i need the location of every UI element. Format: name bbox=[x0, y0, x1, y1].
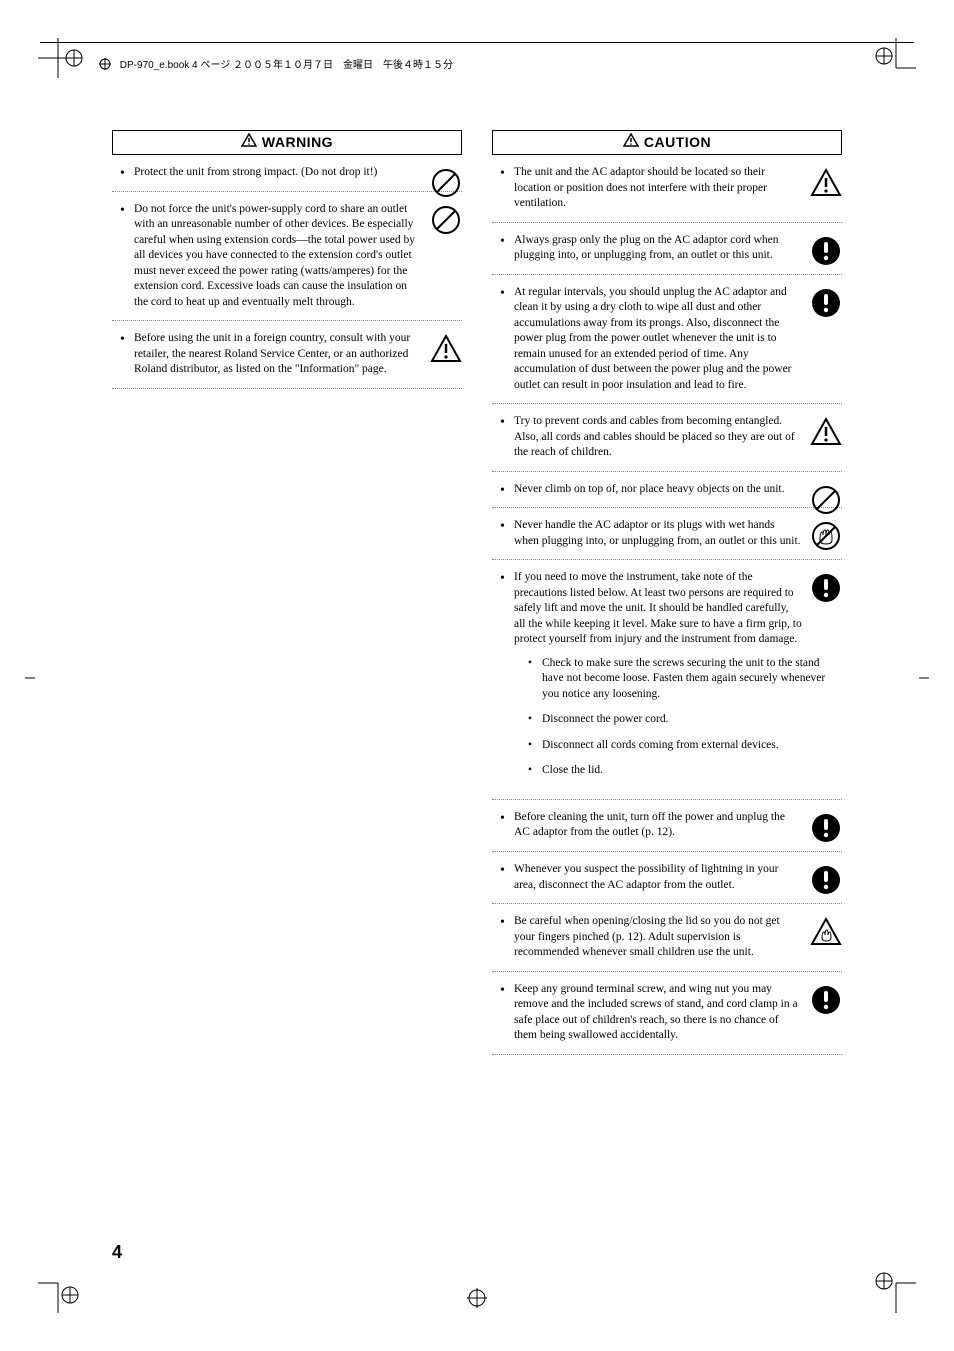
caution-label: CAUTION bbox=[644, 134, 711, 150]
safety-item: Do not force the unit's power-supply cor… bbox=[112, 202, 462, 319]
sub-item: Close the lid. bbox=[528, 763, 842, 789]
safety-item-text: Never climb on top of, nor place heavy o… bbox=[514, 482, 842, 498]
separator bbox=[492, 799, 842, 800]
safety-item-text: Keep any ground terminal screw, and wing… bbox=[514, 982, 842, 1044]
safety-item: The unit and the AC adaptor should be lo… bbox=[492, 165, 842, 220]
separator bbox=[492, 903, 842, 904]
safety-item: Protect the unit from strong impact. (Do… bbox=[112, 165, 462, 189]
crop-mark-tl bbox=[38, 38, 98, 98]
crop-mark-bl bbox=[38, 1263, 88, 1313]
separator bbox=[492, 851, 842, 852]
warn-tri-icon bbox=[810, 416, 842, 448]
separator bbox=[492, 559, 842, 560]
separator bbox=[492, 222, 842, 223]
header-meta: DP-970_e.book 4 ページ ２００５年１０月７日 金曜日 午後４時１… bbox=[98, 56, 453, 74]
separator bbox=[112, 320, 462, 321]
mandatory-icon bbox=[810, 572, 842, 604]
sub-item: Disconnect the power cord. bbox=[528, 712, 842, 738]
separator bbox=[492, 507, 842, 508]
safety-item-text: Before using the unit in a foreign count… bbox=[134, 331, 462, 378]
safety-item: At regular intervals, you should unplug … bbox=[492, 285, 842, 402]
warn-tri-icon bbox=[810, 167, 842, 199]
prohibit-icon bbox=[430, 167, 462, 199]
safety-item-text: Never handle the AC adaptor or its plugs… bbox=[514, 518, 842, 549]
warning-icon bbox=[241, 133, 257, 150]
tick-right bbox=[919, 676, 929, 680]
reg-icon bbox=[98, 57, 112, 74]
pinch-icon bbox=[810, 916, 842, 948]
safety-item-text: Whenever you suspect the possibility of … bbox=[514, 862, 842, 893]
safety-item: Always grasp only the plug on the AC ada… bbox=[492, 233, 842, 272]
separator bbox=[492, 403, 842, 404]
safety-item: If you need to move the instrument, take… bbox=[492, 570, 842, 797]
safety-item-text: Do not force the unit's power-supply cor… bbox=[134, 202, 462, 311]
mandatory-icon bbox=[810, 984, 842, 1016]
prohibit-icon bbox=[430, 204, 462, 236]
mandatory-icon bbox=[810, 287, 842, 319]
separator bbox=[492, 1054, 842, 1055]
warning-label: WARNING bbox=[262, 134, 333, 150]
safety-item: Keep any ground terminal screw, and wing… bbox=[492, 982, 842, 1052]
safety-item-text: Try to prevent cords and cables from bec… bbox=[514, 414, 842, 461]
warning-list: Protect the unit from strong impact. (Do… bbox=[112, 165, 462, 389]
crop-mark-br bbox=[866, 1263, 916, 1313]
safety-item: Whenever you suspect the possibility of … bbox=[492, 862, 842, 901]
warn-tri-icon bbox=[430, 333, 462, 365]
separator bbox=[112, 388, 462, 389]
separator bbox=[492, 274, 842, 275]
sub-item: Check to make sure the screws securing t… bbox=[528, 656, 842, 713]
separator bbox=[112, 191, 462, 192]
safety-item: Before cleaning the unit, turn off the p… bbox=[492, 810, 842, 849]
safety-item: Before using the unit in a foreign count… bbox=[112, 331, 462, 386]
safety-item: Never climb on top of, nor place heavy o… bbox=[492, 482, 842, 506]
separator bbox=[492, 471, 842, 472]
caution-column: CAUTION The unit and the AC adaptor shou… bbox=[492, 130, 842, 1065]
warning-column: WARNING Protect the unit from strong imp… bbox=[112, 130, 462, 1065]
safety-item-text: Be careful when opening/closing the lid … bbox=[514, 914, 842, 961]
page-number: 4 bbox=[112, 1242, 122, 1263]
mandatory-icon bbox=[810, 235, 842, 267]
caution-icon bbox=[623, 133, 639, 150]
reg-bottom bbox=[462, 1283, 492, 1313]
prohibit-icon bbox=[810, 484, 842, 516]
sub-item: Disconnect all cords coming from externa… bbox=[528, 738, 842, 764]
safety-item: Be careful when opening/closing the lid … bbox=[492, 914, 842, 969]
tick-left bbox=[25, 676, 35, 680]
warning-header: WARNING bbox=[112, 130, 462, 155]
separator bbox=[492, 971, 842, 972]
caution-header: CAUTION bbox=[492, 130, 842, 155]
safety-item-text: Always grasp only the plug on the AC ada… bbox=[514, 233, 842, 264]
sub-list: Check to make sure the screws securing t… bbox=[528, 656, 842, 789]
caution-list: The unit and the AC adaptor should be lo… bbox=[492, 165, 842, 1055]
header-rule bbox=[40, 42, 914, 43]
safety-item-text: The unit and the AC adaptor should be lo… bbox=[514, 165, 842, 212]
safety-item-text: If you need to move the instrument, take… bbox=[514, 570, 842, 648]
header-text: DP-970_e.book 4 ページ ２００５年１０月７日 金曜日 午後４時１… bbox=[120, 60, 453, 71]
page-content: WARNING Protect the unit from strong imp… bbox=[112, 130, 842, 1065]
safety-item: Never handle the AC adaptor or its plugs… bbox=[492, 518, 842, 557]
mandatory-icon bbox=[810, 812, 842, 844]
safety-item-text: Protect the unit from strong impact. (Do… bbox=[134, 165, 462, 181]
safety-item-text: At regular intervals, you should unplug … bbox=[514, 285, 842, 394]
mandatory-icon bbox=[810, 864, 842, 896]
safety-item: Try to prevent cords and cables from bec… bbox=[492, 414, 842, 469]
wet-hand-icon bbox=[810, 520, 842, 552]
crop-mark-tr bbox=[866, 38, 916, 88]
safety-item-text: Before cleaning the unit, turn off the p… bbox=[514, 810, 842, 841]
